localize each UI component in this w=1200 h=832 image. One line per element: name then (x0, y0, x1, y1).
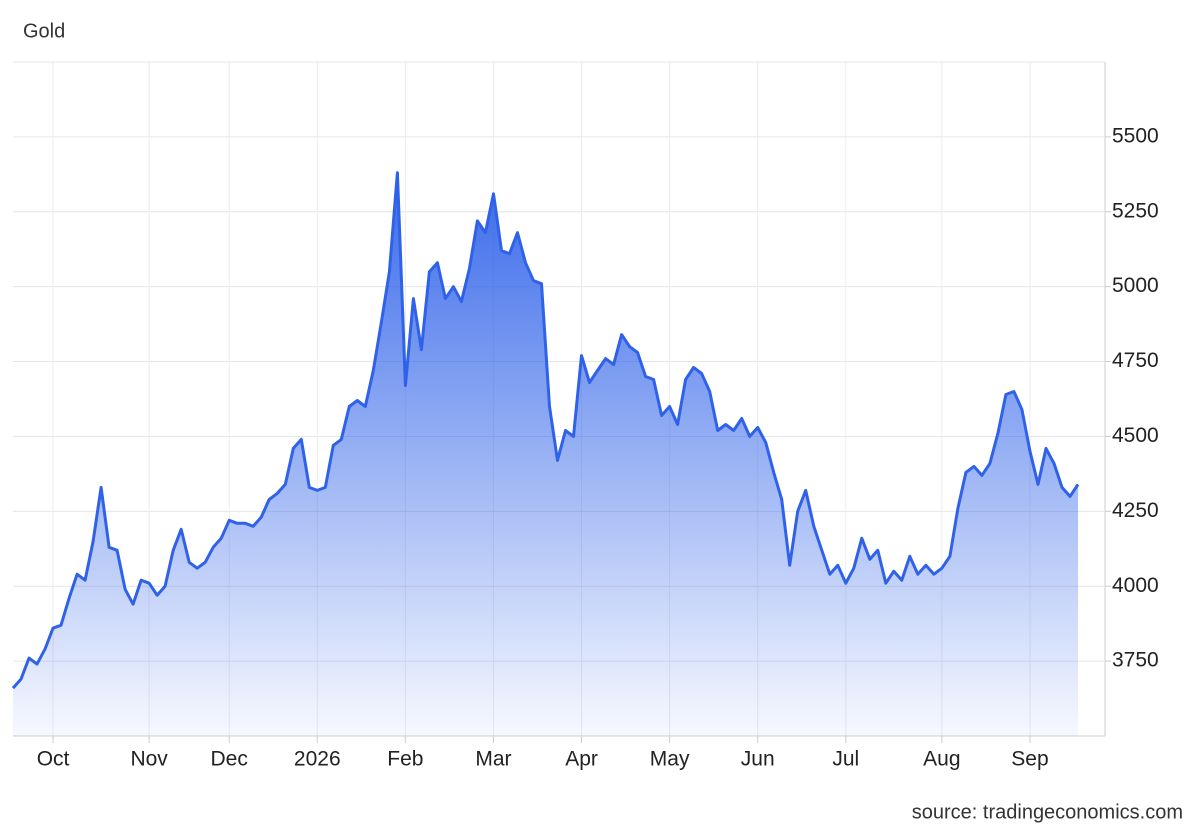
area-fill (13, 172, 1078, 737)
x-tick-label: Dec (211, 748, 248, 771)
x-tick-label: Oct (37, 748, 70, 771)
x-tick-label: Jul (832, 748, 859, 771)
x-tick-label: Jun (741, 748, 775, 771)
y-tick-label: 4750 (1112, 349, 1159, 372)
x-tick-label: Sep (1011, 748, 1048, 771)
y-tick-label: 3750 (1112, 649, 1159, 672)
x-tick-label: Feb (387, 748, 423, 771)
y-tick-label: 4250 (1112, 499, 1159, 522)
y-tick-label: 5500 (1112, 124, 1159, 147)
x-tick-label: Aug (923, 748, 960, 771)
x-tick-label: Apr (565, 748, 598, 771)
chart-title: Gold (23, 20, 65, 42)
y-tick-label: 5000 (1112, 274, 1159, 297)
source-note: source: tradingeconomics.com (912, 801, 1183, 823)
x-tick-label: Nov (130, 748, 168, 771)
y-tick-label: 4000 (1112, 574, 1159, 597)
x-tick-label: 2026 (294, 748, 341, 771)
x-tick-label: Mar (475, 748, 511, 771)
x-tick-label: May (650, 748, 690, 771)
price-line (11, 171, 1080, 690)
y-tick-label: 4500 (1112, 424, 1159, 447)
y-tick-label: 5250 (1112, 199, 1159, 222)
